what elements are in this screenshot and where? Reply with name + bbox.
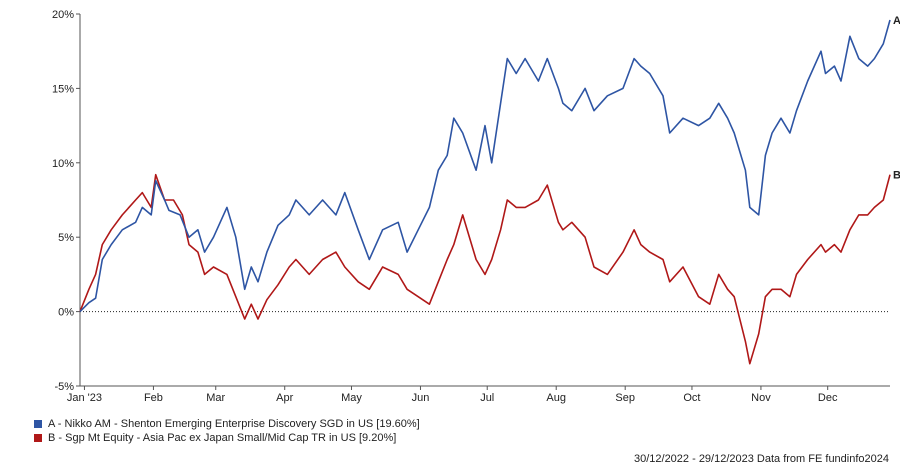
data-source-footer: 30/12/2022 - 29/12/2023 Data from FE fun… <box>633 453 889 465</box>
y-tick-label: 5% <box>58 232 74 244</box>
x-tick-label: Oct <box>683 392 700 404</box>
legend-item-a: A - Nikko AM - Shenton Emerging Enterpri… <box>34 417 420 431</box>
series-end-label-a: A <box>893 15 900 27</box>
y-tick-label: 0% <box>58 307 74 319</box>
legend-item-b: B - Sgp Mt Equity - Asia Pac ex Japan Sm… <box>34 431 420 445</box>
y-tick-label: -5% <box>54 381 74 393</box>
legend-swatch-a <box>34 420 42 428</box>
x-tick-label: Apr <box>276 392 293 404</box>
series-line-a <box>79 19 891 313</box>
legend-label-a: A - Nikko AM - Shenton Emerging Enterpri… <box>48 418 420 430</box>
x-tick-label: May <box>341 392 362 404</box>
series-layer <box>79 19 891 365</box>
x-tick-label: Jun <box>412 392 430 404</box>
legend-label-b: B - Sgp Mt Equity - Asia Pac ex Japan Sm… <box>48 432 397 444</box>
axes-layer: -5% 0% 5% 10% 15% 20% Jan '23 Feb Mar Apr May Jun Ju… <box>52 9 890 404</box>
y-tick-label: 20% <box>52 9 74 21</box>
x-tick-label: Jul <box>480 392 494 404</box>
legend-swatch-b <box>34 434 42 442</box>
x-tick-label: Nov <box>751 392 771 404</box>
x-tick-label: Dec <box>818 392 838 404</box>
chart-legend: A - Nikko AM - Shenton Emerging Enterpri… <box>34 417 420 445</box>
x-tick-label: Jan '23 <box>67 392 102 404</box>
x-tick-label: Mar <box>206 392 225 404</box>
x-tick-label: Sep <box>615 392 635 404</box>
end-label-layer: BA <box>893 15 900 182</box>
y-tick-label: 15% <box>52 83 74 95</box>
series-line-b <box>79 173 891 365</box>
x-tick-label: Feb <box>144 392 163 404</box>
y-tick-label: 10% <box>52 158 74 170</box>
series-end-label-b: B <box>893 170 900 182</box>
x-tick-label: Aug <box>546 392 566 404</box>
